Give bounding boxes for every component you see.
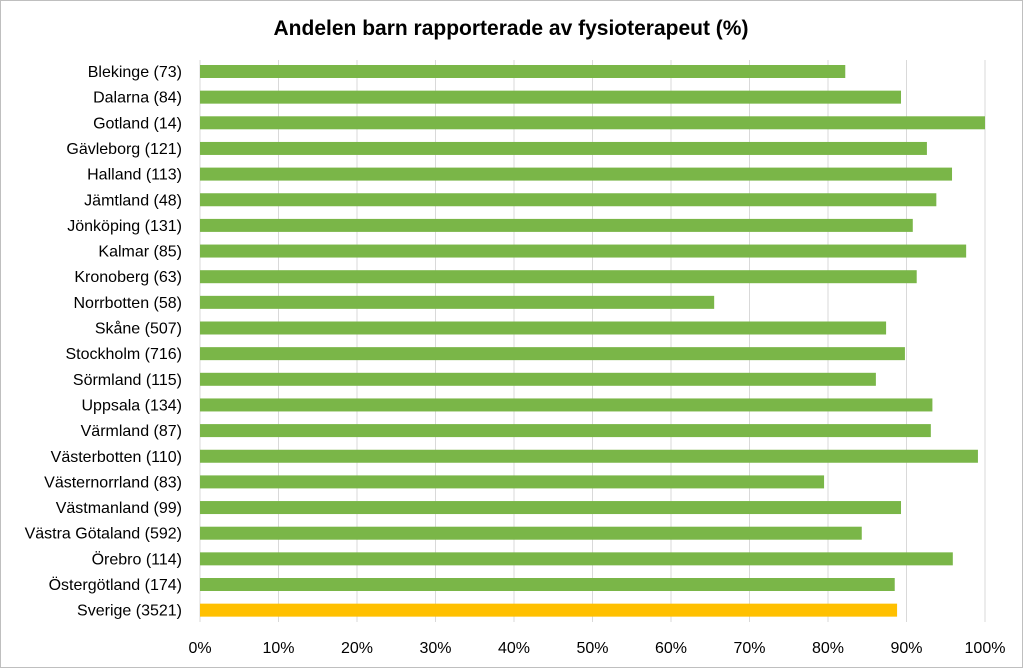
category-label: Gävleborg (121) — [66, 141, 182, 158]
bar — [200, 244, 967, 258]
category-label: Stockholm (716) — [66, 346, 183, 363]
bar — [200, 321, 887, 335]
x-tick-label: 0% — [188, 640, 211, 657]
bar — [200, 116, 985, 130]
x-tick-label: 90% — [890, 640, 922, 657]
x-tick-label: 70% — [733, 640, 765, 657]
bar — [200, 526, 862, 540]
category-label: Örebro (114) — [92, 550, 182, 568]
x-tick-labels: 0% 10% 20% 30% 40% 50% 60% 70% 80% 90% 100% — [188, 640, 1005, 657]
bars — [200, 65, 985, 617]
x-tick-label: 60% — [655, 640, 687, 657]
x-tick-label: 50% — [576, 640, 608, 657]
category-labels: Blekinge (73) Dalarna (84) Gotland (14) Gäv… — [25, 64, 182, 620]
category-label: Blekinge (73) — [88, 64, 182, 81]
category-label: Västernorrland (83) — [44, 474, 182, 491]
x-tick-label: 40% — [498, 640, 530, 657]
category-label: Dalarna (84) — [93, 90, 182, 107]
bar — [200, 398, 933, 412]
category-label: Östergötland (174) — [49, 576, 182, 594]
category-label: Västmanland (99) — [56, 500, 182, 517]
bar — [200, 603, 898, 617]
bar — [200, 552, 953, 566]
category-label: Uppsala (134) — [82, 397, 183, 414]
category-label: Kronoberg (63) — [74, 269, 182, 286]
bar — [200, 475, 825, 489]
bar — [200, 65, 846, 78]
category-label: Kalmar (85) — [98, 244, 182, 261]
category-label: Norrbotten (58) — [74, 295, 183, 312]
category-label: Skåne (507) — [95, 320, 182, 338]
bar — [200, 501, 902, 515]
bar — [200, 578, 895, 591]
category-label: Halland (113) — [87, 167, 182, 184]
category-label: Västra Götaland (592) — [25, 526, 182, 543]
x-tick-label: 100% — [965, 640, 1006, 657]
category-label: Västerbotten (110) — [51, 449, 182, 466]
x-tick-label: 80% — [812, 640, 844, 657]
category-label: Värmland (87) — [81, 423, 182, 440]
bar — [200, 270, 917, 284]
category-label: Sverige (3521) — [77, 603, 182, 620]
category-label: Gotland (14) — [93, 115, 182, 132]
x-tick-label: 10% — [262, 640, 294, 657]
bar — [200, 295, 715, 309]
bar — [200, 141, 927, 155]
chart-title: Andelen barn rapporterade av fysioterape… — [274, 17, 749, 40]
bar — [200, 193, 937, 207]
bar — [200, 449, 978, 463]
bar — [200, 424, 931, 438]
category-label: Jämtland (48) — [84, 192, 182, 209]
bar — [200, 372, 876, 386]
bar — [200, 347, 905, 361]
category-label: Sörmland (115) — [73, 372, 182, 389]
bar — [200, 90, 902, 104]
bar — [200, 218, 913, 232]
bar — [200, 167, 953, 181]
category-label: Jönköping (131) — [67, 218, 182, 235]
x-tick-label: 30% — [419, 640, 451, 657]
x-tick-label: 20% — [341, 640, 373, 657]
